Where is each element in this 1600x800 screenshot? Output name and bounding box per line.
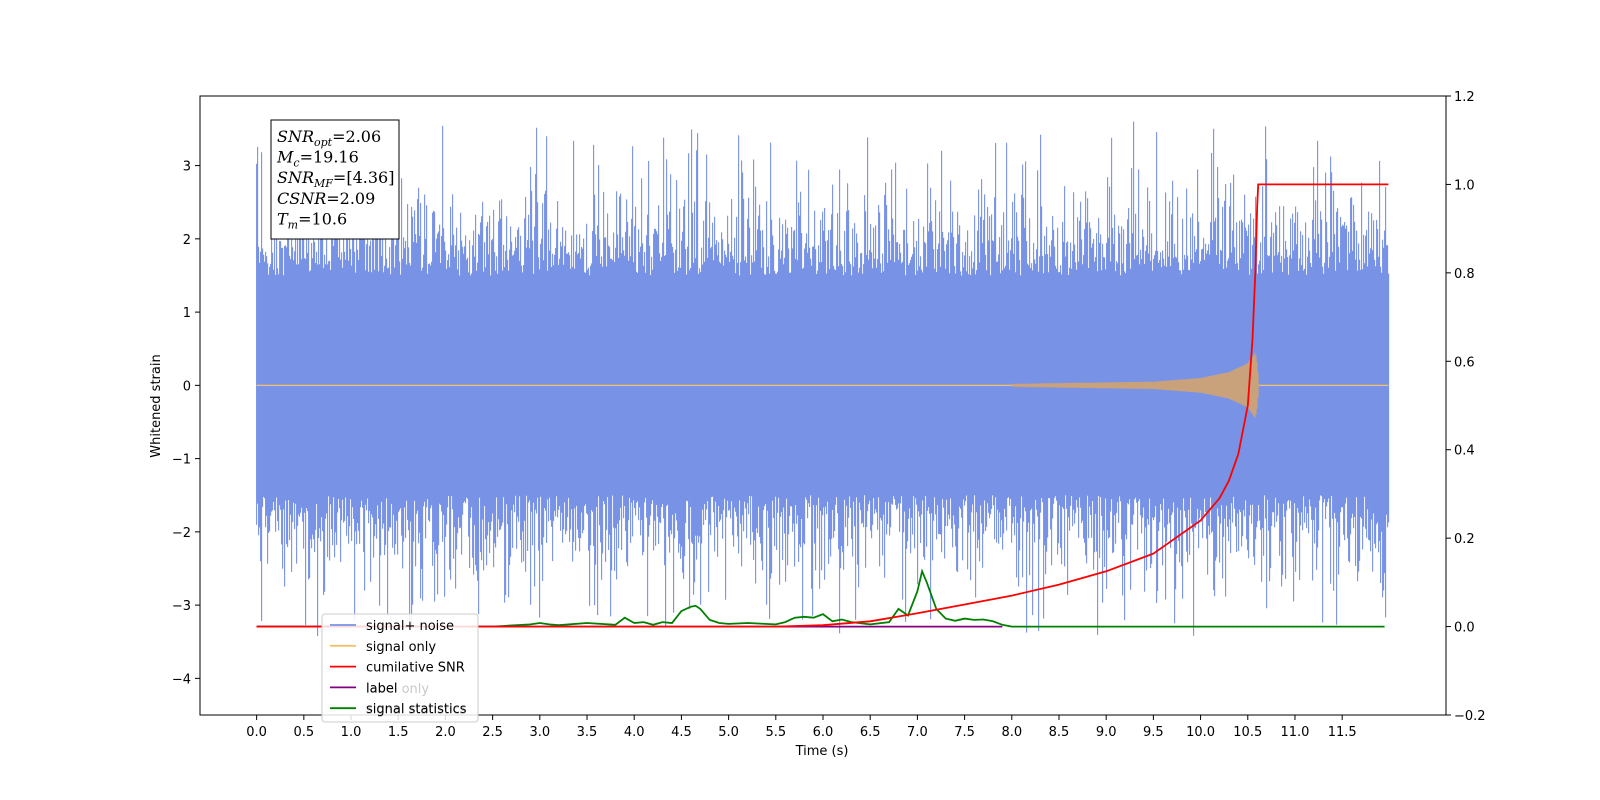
x-tick-label: 9.0	[1096, 725, 1117, 740]
noise-trace	[256, 121, 1390, 637]
signal-chirp	[1011, 352, 1260, 418]
info-box: SNRopt=2.06Mc=19.16SNRMF=[4.36]CSNR=2.09…	[270, 119, 400, 240]
legend: signal+ noise signal only cumilative SNR la…	[321, 613, 479, 723]
x-tick-label: 10.5	[1233, 725, 1262, 740]
info-line: SNRopt=2.06	[277, 127, 381, 149]
y2-tick-label: 1.2	[1454, 90, 1475, 105]
legend-overlap-label: label only	[366, 682, 429, 697]
y-tick-label: −2	[172, 526, 191, 541]
y-tick-label: 0	[183, 379, 191, 394]
y2-tick-label: 0.4	[1454, 444, 1475, 459]
legend-label: signal only	[366, 640, 436, 655]
axes: 0.0 0.5 1.0 1.5 2.0 2.5 3.0 3.5 4.0 4.5 5.0 5.5 6.0 6…	[172, 90, 1486, 740]
x-axis-label: Time (s)	[795, 744, 849, 759]
x-tick-label: 0.5	[293, 725, 314, 740]
series-cumilative-snr	[256, 183, 1389, 628]
x-tick-label: 0.0	[246, 725, 267, 740]
x-tick-label: 8.5	[1049, 725, 1070, 740]
legend-frame	[321, 613, 479, 723]
x-tick-label: 1.5	[388, 725, 409, 740]
y2-tick-label: 0.2	[1454, 532, 1475, 547]
x-tick-label: 6.5	[860, 725, 881, 740]
x-tick-label: 2.0	[435, 725, 456, 740]
y-tick-label: 1	[183, 306, 191, 321]
y-tick-label: 3	[183, 160, 191, 175]
y-tick-label: −1	[172, 453, 191, 468]
info-line: Mc=19.16	[276, 148, 359, 170]
info-box-frame	[270, 119, 400, 240]
info-line: CSNR=2.09	[277, 189, 375, 208]
y2-tick-label: 0.8	[1454, 267, 1475, 282]
x-tick-label: 2.5	[482, 725, 503, 740]
x-tick-label: 11.0	[1280, 725, 1309, 740]
y-tick-label: −4	[172, 672, 191, 687]
x-tick-label: 3.0	[529, 725, 550, 740]
y-tick-label: 2	[183, 233, 191, 248]
series-signal-only	[256, 352, 1389, 418]
x-tick-label: 11.5	[1328, 725, 1357, 740]
y2-tick-label: −0.2	[1454, 709, 1486, 724]
x-tick-label: 7.5	[954, 725, 975, 740]
series-signal-noise	[256, 121, 1390, 637]
y2-tick-label: 1.0	[1454, 178, 1475, 193]
legend-label: cumilative SNR	[366, 661, 465, 676]
x-tick-label: 5.0	[718, 725, 739, 740]
x-tick-label: 6.0	[813, 725, 834, 740]
y-axis-label: Whitened strain	[149, 354, 164, 457]
legend-label: signal statistics	[366, 702, 467, 717]
x-tick-label: 4.0	[624, 725, 645, 740]
y2-tick-label: 0.0	[1454, 621, 1475, 636]
x-tick-label: 1.0	[341, 725, 362, 740]
x-tick-label: 5.5	[765, 725, 786, 740]
series-signal-statistics	[256, 568, 1385, 628]
legend-overlap-label: signal statistics	[366, 703, 467, 718]
x-tick-label: 3.5	[577, 725, 598, 740]
x-tick-label: 10.0	[1186, 725, 1215, 740]
x-tick-label: 7.0	[907, 725, 928, 740]
y-tick-label: −3	[172, 599, 191, 614]
y2-tick-label: 0.6	[1454, 355, 1475, 370]
info-line: Tm=10.6	[277, 209, 347, 231]
legend-label: label	[366, 681, 397, 696]
legend-label: signal+ noise	[366, 619, 454, 634]
x-tick-label: 8.0	[1001, 725, 1022, 740]
info-line: SNRMF=[4.36]	[277, 168, 394, 190]
x-tick-label: 4.5	[671, 725, 692, 740]
x-tick-label: 9.5	[1143, 725, 1164, 740]
